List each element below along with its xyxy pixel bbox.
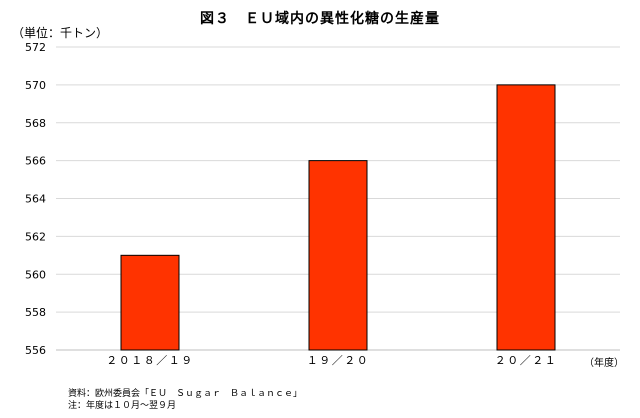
y-tick-label: 572 xyxy=(25,41,46,54)
bar xyxy=(496,84,556,351)
source-note: 資料：欧州委員会「ＥＵ Ｓｕｇａｒ Ｂａｌａｎｃｅ」 xyxy=(68,389,303,399)
y-tick-label: 562 xyxy=(25,230,46,243)
x-axis-unit-label: （年度） xyxy=(584,358,624,369)
y-axis-ticks: 556 558 560 562 564 566 568 570 572 xyxy=(25,41,46,357)
footnote: 注：年度は１０月～翌９月 xyxy=(68,401,177,411)
y-tick-label: 560 xyxy=(25,268,46,281)
x-tick-label: １９／２０ xyxy=(307,354,370,367)
bars xyxy=(120,84,556,351)
y-tick-label: 558 xyxy=(25,306,46,319)
bar xyxy=(308,160,368,351)
x-tick-label: ２０１８／１９ xyxy=(106,354,194,367)
y-axis-unit-label: （単位：千トン） xyxy=(12,26,109,40)
y-tick-label: 566 xyxy=(25,155,46,168)
chart-notes: 資料：欧州委員会「ＥＵ Ｓｕｇａｒ Ｂａｌａｎｃｅ」 注：年度は１０月～翌９月 xyxy=(68,388,302,412)
x-axis-ticks: ２０１８／１９ １９／２０ ２０／２１ xyxy=(106,354,558,367)
x-tick-label: ２０／２１ xyxy=(495,354,558,367)
y-tick-label: 570 xyxy=(25,79,46,92)
chart-title: 図３ ＥＵ域内の異性化糖の生産量 xyxy=(200,11,440,27)
y-tick-label: 568 xyxy=(25,117,46,130)
bar xyxy=(120,254,180,351)
y-tick-label: 564 xyxy=(25,193,46,206)
y-tick-label: 556 xyxy=(25,344,46,357)
